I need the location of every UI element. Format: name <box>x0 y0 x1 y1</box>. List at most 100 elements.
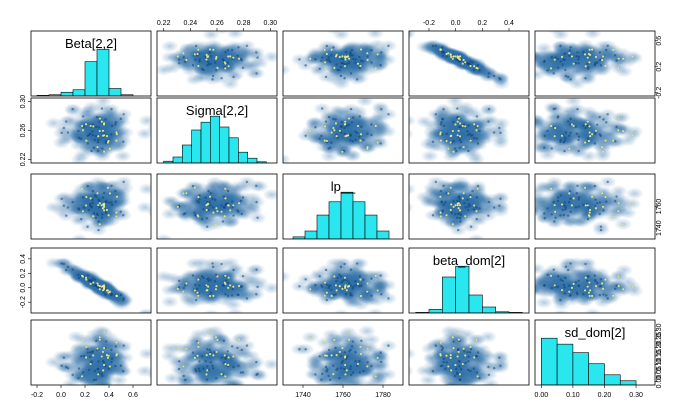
highlight-point <box>344 285 347 288</box>
hist-bar <box>238 151 248 163</box>
highlight-point <box>325 139 328 143</box>
core-point <box>576 51 579 54</box>
density-point <box>409 202 414 213</box>
core-point <box>352 116 355 119</box>
core-point <box>387 113 390 116</box>
core-point <box>114 123 117 126</box>
highlight-point <box>81 210 85 213</box>
highlight-point <box>439 48 442 51</box>
highlight-point <box>397 127 399 129</box>
hist-bar <box>352 201 366 239</box>
core-point <box>97 220 100 223</box>
hist-bar <box>210 115 220 163</box>
core-point <box>370 49 373 52</box>
density-point <box>535 52 545 65</box>
core-point <box>594 204 597 207</box>
core-point <box>255 200 258 204</box>
highlight-point <box>185 192 188 195</box>
core-point <box>98 120 101 124</box>
highlight-point <box>229 284 232 287</box>
highlight-point <box>458 135 462 138</box>
highlight-point <box>229 55 232 58</box>
core-point <box>602 118 605 121</box>
density-point <box>467 233 486 239</box>
core-point <box>81 115 85 118</box>
core-point <box>467 124 470 127</box>
highlight-point <box>220 27 222 29</box>
core-point <box>568 201 571 204</box>
core-point <box>566 75 570 79</box>
core-point <box>91 277 95 280</box>
core-point <box>530 121 532 123</box>
highlight-point <box>223 215 226 218</box>
core-point <box>304 134 307 137</box>
core-point <box>332 117 335 121</box>
core-point <box>569 46 572 49</box>
highlight-point <box>182 290 185 293</box>
core-point <box>92 284 96 287</box>
core-point <box>324 120 328 123</box>
core-point <box>241 66 245 69</box>
highlight-point <box>600 192 604 195</box>
highlight-point <box>115 131 118 134</box>
highlight-point <box>469 64 472 68</box>
highlight-point <box>215 207 218 210</box>
core-point <box>89 132 92 136</box>
density-point <box>157 233 173 239</box>
core-point <box>355 78 359 81</box>
core-point <box>543 60 546 64</box>
density-point <box>138 114 151 127</box>
highlight-point <box>476 187 479 190</box>
highlight-point <box>359 278 362 281</box>
density-point <box>510 186 528 198</box>
highlight-point <box>84 276 88 279</box>
highlight-point <box>617 129 620 132</box>
panel-border <box>408 97 530 164</box>
highlight-point <box>108 192 111 195</box>
core-point <box>330 288 333 292</box>
density-point <box>251 180 270 193</box>
core-point <box>598 201 602 204</box>
core-point <box>220 27 222 29</box>
core-point <box>330 54 333 57</box>
highlight-point <box>452 55 455 58</box>
panel-border <box>156 173 278 240</box>
core-point <box>523 190 525 192</box>
core-point <box>82 125 86 128</box>
highlight-point <box>98 117 102 120</box>
core-point <box>80 137 83 140</box>
core-point <box>476 142 480 145</box>
core-point <box>599 134 603 137</box>
core-point <box>455 58 458 61</box>
highlight-point <box>617 202 620 205</box>
panel-border <box>30 30 152 97</box>
core-point <box>226 49 230 52</box>
core-point <box>467 202 470 206</box>
core-point <box>98 205 101 209</box>
core-point <box>101 196 105 199</box>
core-point <box>236 54 239 57</box>
core-point <box>445 132 448 136</box>
highlight-point <box>570 55 574 58</box>
core-point <box>236 293 239 296</box>
core-point <box>230 294 234 297</box>
core-point <box>366 132 369 136</box>
core-point <box>336 276 339 280</box>
highlight-point <box>237 57 241 60</box>
core-point <box>341 62 344 65</box>
density-point <box>160 284 179 297</box>
core-point <box>205 217 209 220</box>
core-point <box>552 107 555 111</box>
highlight-point <box>85 278 88 281</box>
core-point <box>71 268 74 271</box>
core-point <box>237 46 240 49</box>
core-point <box>431 140 435 144</box>
core-point <box>562 213 566 217</box>
highlight-point <box>586 120 589 123</box>
highlight-point <box>450 203 453 206</box>
core-point <box>60 197 63 201</box>
core-point <box>122 298 125 302</box>
highlight-point <box>631 202 634 205</box>
core-point <box>475 196 479 199</box>
highlight-point <box>333 129 336 132</box>
